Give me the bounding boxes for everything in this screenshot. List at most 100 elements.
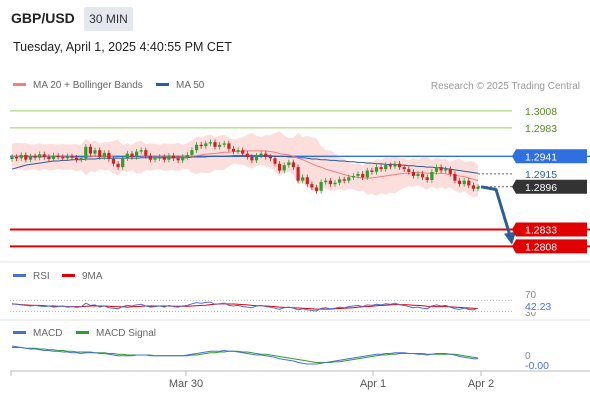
legend-ma20: MA 20 + Bollinger Bands xyxy=(13,80,143,91)
candle-body xyxy=(439,167,443,171)
candle-body xyxy=(430,171,434,180)
candle-body xyxy=(254,155,259,161)
candle-body xyxy=(379,167,383,170)
candle-body xyxy=(42,154,46,157)
candle-body xyxy=(259,153,263,156)
candle-body xyxy=(135,151,139,157)
candle-body xyxy=(305,177,309,185)
rsi-level-label-30: 30 xyxy=(525,308,537,319)
candle-body xyxy=(130,153,134,157)
legend-ma50-swatch xyxy=(156,82,169,86)
candle-body xyxy=(65,156,69,159)
candle-body xyxy=(231,148,236,152)
legend-rsi-label: RSI xyxy=(33,271,50,282)
candle-body xyxy=(227,143,231,149)
candle-body xyxy=(171,155,176,159)
candle-body xyxy=(388,165,392,167)
candle-body xyxy=(218,144,222,147)
candle-body xyxy=(250,157,254,161)
candle-body xyxy=(144,150,148,156)
candle-body xyxy=(333,182,337,185)
legend-macd: MACD xyxy=(13,328,62,339)
candle-body xyxy=(314,187,319,191)
candle-body xyxy=(421,173,425,178)
legend-9ma: 9MA xyxy=(62,271,103,282)
forecast-arrow-head xyxy=(504,231,516,245)
candle-body xyxy=(310,184,314,188)
candle-body xyxy=(476,186,480,189)
price-label-1.2808: 1.2808 xyxy=(525,241,557,253)
legend-9ma-swatch xyxy=(62,273,75,277)
candle-body xyxy=(374,167,379,172)
candle-body xyxy=(324,180,328,183)
candle-body xyxy=(61,157,65,159)
legend-ma20-swatch xyxy=(13,82,26,86)
price-tag-1.2896 xyxy=(512,179,587,194)
date-time-label: Tuesday, April 1, 2025 4:40:55 PM CET xyxy=(13,40,232,54)
candle-body xyxy=(111,159,116,164)
legend-ma20-label: MA 20 + Bollinger Bands xyxy=(33,80,143,91)
candle-body xyxy=(195,144,199,151)
candle-body xyxy=(278,163,282,171)
candle-body xyxy=(457,180,462,185)
candle-body xyxy=(347,177,351,181)
candle-body xyxy=(158,157,162,159)
legend-macd-swatch xyxy=(13,330,26,334)
candle-body xyxy=(319,182,323,191)
legend-ma50: MA 50 xyxy=(156,80,204,91)
candle-body xyxy=(93,150,97,154)
candle-body xyxy=(213,142,217,147)
candle-body xyxy=(462,180,466,185)
candle-body xyxy=(398,163,402,168)
candle-body xyxy=(356,173,360,176)
legend-macd-label: MACD xyxy=(33,328,63,339)
candle-body xyxy=(162,157,166,160)
legend-macd-signal-swatch xyxy=(76,330,89,334)
candle-body xyxy=(75,157,79,160)
candle-body xyxy=(15,157,19,159)
price-label-1.2896: 1.2896 xyxy=(525,182,557,194)
candle-body xyxy=(471,185,475,189)
candle-body xyxy=(125,153,129,159)
ma20-line xyxy=(12,150,479,182)
forecast-arrow xyxy=(480,185,512,237)
macd-zero-label: 0 xyxy=(525,351,531,362)
macd-value-label: -0.00 xyxy=(525,360,549,372)
candle-body xyxy=(116,163,120,168)
candle-body xyxy=(268,157,272,159)
candle-body xyxy=(10,157,14,159)
x-tick-label-mar-30: Mar 30 xyxy=(169,378,203,390)
candle-body xyxy=(190,150,194,155)
rsi-line xyxy=(11,301,479,312)
candle-body xyxy=(56,155,60,157)
candle-body xyxy=(88,146,92,154)
rsi-level-label-70: 70 xyxy=(525,290,537,301)
x-tick-label-apr-1: Apr 1 xyxy=(360,378,386,390)
candle-body xyxy=(38,154,42,158)
candle-body xyxy=(19,154,23,159)
legend-rsi-swatch xyxy=(13,273,26,277)
research-credit: Research © 2025 Trading Central xyxy=(430,81,580,92)
candle-body xyxy=(167,155,171,160)
candle-body xyxy=(199,144,203,147)
candle-body xyxy=(28,156,33,160)
candle-body xyxy=(444,169,448,171)
ma50-line xyxy=(11,155,479,174)
timeframe-button[interactable]: 30 MIN xyxy=(84,7,133,31)
candle-body xyxy=(139,150,143,152)
x-tick-label-apr-2: Apr 2 xyxy=(468,378,494,390)
candle-body xyxy=(33,156,37,158)
bollinger-band xyxy=(12,131,478,198)
candle-body xyxy=(448,169,452,174)
price-tag-1.2808 xyxy=(512,239,587,254)
candle-body xyxy=(411,171,415,176)
candle-body xyxy=(416,173,420,176)
candle-body xyxy=(241,150,245,154)
price-label-1.2983: 1.2983 xyxy=(525,123,557,135)
legend-macd-signal-label: MACD Signal xyxy=(96,328,157,339)
price-label-1.3008: 1.3008 xyxy=(525,106,557,118)
price-tag-1.2833 xyxy=(512,222,587,237)
candle-body xyxy=(70,156,74,158)
candle-body xyxy=(467,180,471,186)
